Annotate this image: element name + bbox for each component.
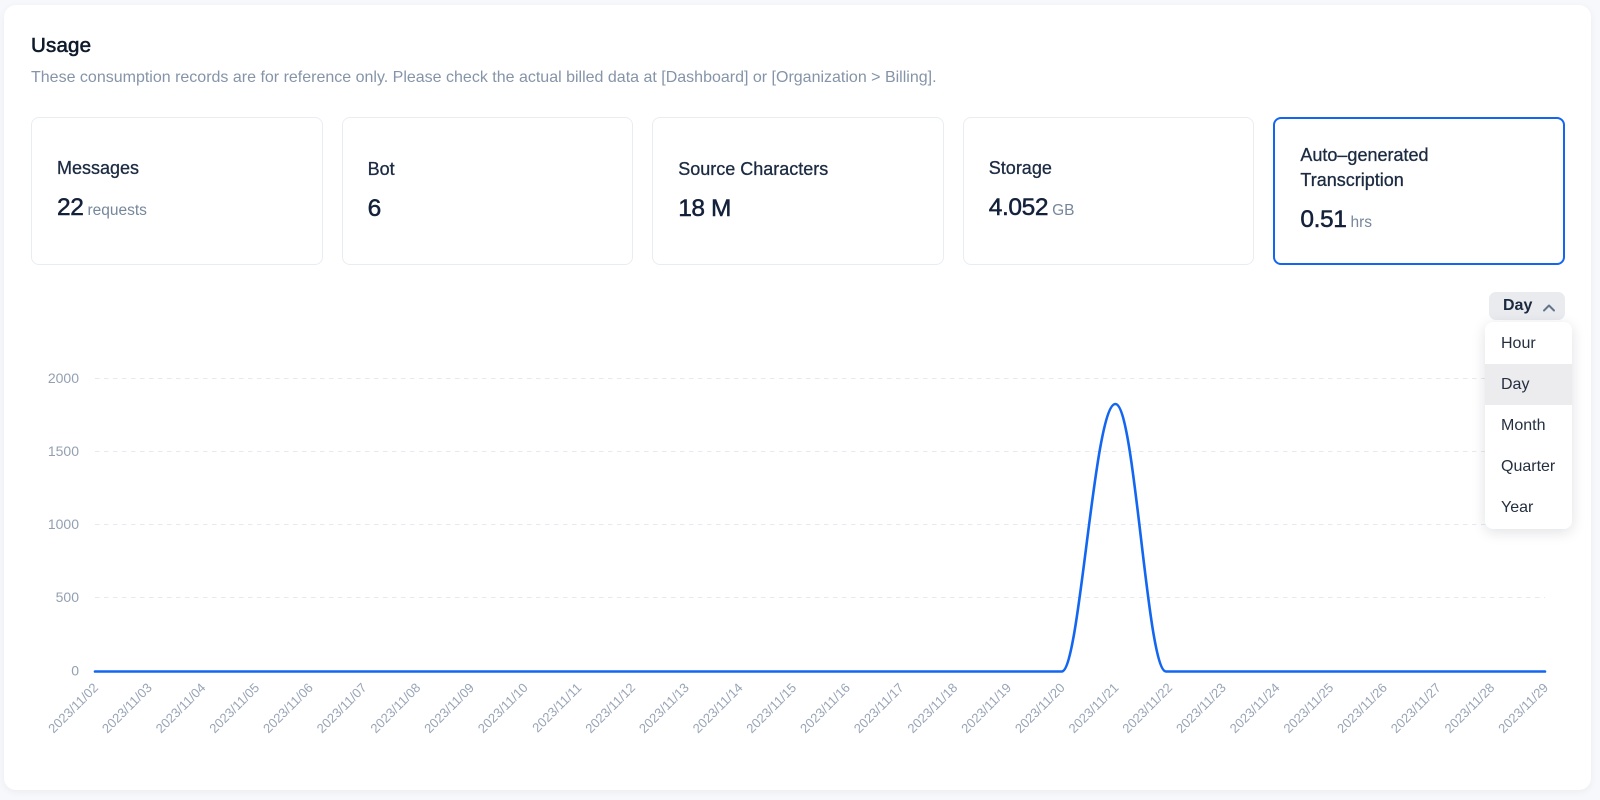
svg-text:2023/11/08: 2023/11/08 <box>367 680 423 736</box>
svg-text:0: 0 <box>71 663 79 679</box>
svg-text:500: 500 <box>56 589 80 605</box>
svg-text:2000: 2000 <box>48 370 79 386</box>
svg-text:2023/11/27: 2023/11/27 <box>1388 680 1444 736</box>
svg-text:2023/11/04: 2023/11/04 <box>153 680 209 736</box>
svg-text:2023/11/15: 2023/11/15 <box>743 680 799 736</box>
svg-text:2023/11/09: 2023/11/09 <box>421 680 477 736</box>
svg-text:2023/11/07: 2023/11/07 <box>314 680 370 736</box>
svg-text:2023/11/19: 2023/11/19 <box>958 680 1014 736</box>
svg-text:2023/11/13: 2023/11/13 <box>636 680 692 736</box>
svg-text:2023/11/25: 2023/11/25 <box>1280 680 1336 736</box>
svg-text:2023/11/16: 2023/11/16 <box>797 680 853 736</box>
svg-text:2023/11/22: 2023/11/22 <box>1119 680 1175 736</box>
svg-text:2023/11/10: 2023/11/10 <box>475 680 531 736</box>
svg-text:1000: 1000 <box>48 516 79 532</box>
svg-text:1500: 1500 <box>48 443 79 459</box>
svg-text:2023/11/03: 2023/11/03 <box>99 680 155 736</box>
svg-text:2023/11/02: 2023/11/02 <box>45 680 101 736</box>
svg-text:2023/11/18: 2023/11/18 <box>904 680 960 736</box>
svg-text:2023/11/26: 2023/11/26 <box>1334 680 1390 736</box>
svg-text:2023/11/29: 2023/11/29 <box>1495 680 1551 736</box>
svg-text:2023/11/11: 2023/11/11 <box>529 680 584 735</box>
svg-text:2023/11/28: 2023/11/28 <box>1441 680 1497 736</box>
svg-text:2023/11/17: 2023/11/17 <box>851 680 907 736</box>
svg-text:2023/11/21: 2023/11/21 <box>1066 680 1122 736</box>
svg-text:2023/11/06: 2023/11/06 <box>260 680 316 736</box>
svg-text:2023/11/23: 2023/11/23 <box>1173 680 1229 736</box>
svg-text:2023/11/24: 2023/11/24 <box>1227 680 1283 736</box>
svg-text:2023/11/14: 2023/11/14 <box>690 680 746 736</box>
svg-text:2023/11/12: 2023/11/12 <box>582 680 638 736</box>
svg-text:2023/11/20: 2023/11/20 <box>1012 680 1068 736</box>
svg-text:2023/11/05: 2023/11/05 <box>206 680 262 736</box>
